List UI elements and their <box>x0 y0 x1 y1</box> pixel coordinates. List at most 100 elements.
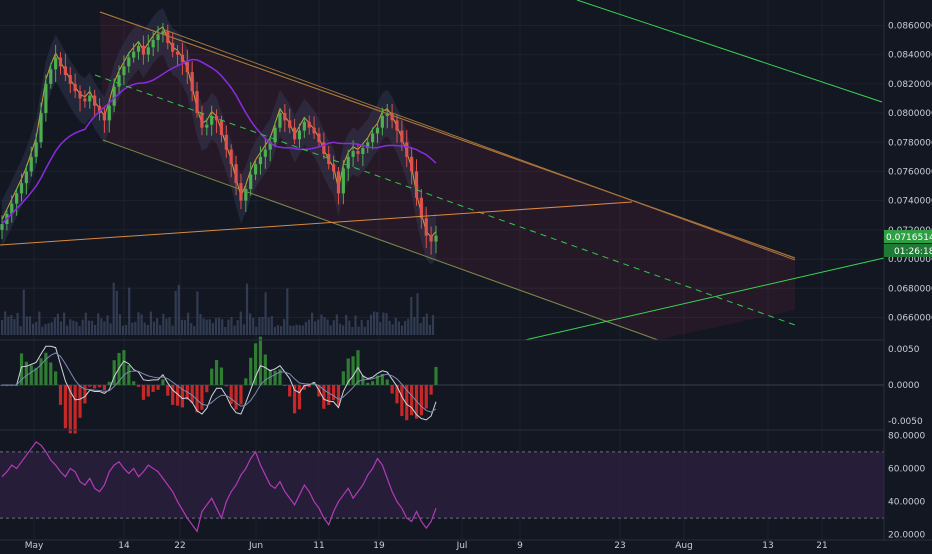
volume-bar <box>276 325 280 335</box>
volume-bar <box>41 326 44 335</box>
macd-histogram-bar <box>263 354 267 385</box>
candle-body <box>117 75 121 87</box>
candle-body <box>346 156 350 169</box>
volume-bar <box>332 320 335 335</box>
macd-histogram-bar <box>151 385 155 392</box>
drawing-shapes <box>100 14 795 340</box>
candle-body <box>410 156 414 172</box>
macd-histogram-bar <box>327 385 331 406</box>
volume-bar <box>66 325 69 335</box>
volume-bar <box>311 312 314 335</box>
volume-bar <box>56 313 59 335</box>
volume-bar <box>416 293 419 335</box>
macd-histogram-bar <box>112 360 116 385</box>
candle-body <box>190 72 194 92</box>
candle-body <box>200 113 204 128</box>
volume-bar <box>236 320 239 335</box>
candle-body <box>322 142 326 154</box>
candle-body <box>371 133 375 143</box>
x-tick-label: Aug <box>675 541 693 550</box>
volume-bar <box>382 312 385 335</box>
x-tick-label: 13 <box>762 541 773 550</box>
volume-bar <box>63 312 66 335</box>
volume-bar <box>211 323 214 335</box>
green-trend-line-top <box>576 0 883 103</box>
candle-body <box>15 193 19 204</box>
trend-lines <box>0 0 885 341</box>
x-tick-label: Jun <box>248 541 263 550</box>
macd-histogram-bar <box>24 361 28 385</box>
volume-bar <box>373 311 376 335</box>
green-trend-line-bottom <box>524 257 885 341</box>
macd-histogram-bar <box>239 385 243 405</box>
macd-histogram-bar <box>395 385 399 404</box>
volume-bar <box>304 322 307 335</box>
volume-bar <box>323 317 326 335</box>
volume-bar <box>326 319 329 335</box>
macd-histogram-bar <box>58 385 63 405</box>
macd-histogram-bar <box>253 343 258 385</box>
macd-histogram-bar <box>210 368 214 385</box>
volume-bar <box>208 319 211 335</box>
y-tick-label: 0.07600000 <box>888 167 932 177</box>
volume-bar <box>112 282 115 335</box>
volume-bar <box>363 326 366 335</box>
volume-bar <box>38 311 41 335</box>
volume-bar <box>261 316 264 335</box>
volume-bar <box>137 312 140 335</box>
candle-body <box>341 168 345 194</box>
macd-histogram-bar <box>341 371 345 385</box>
volume-bar <box>22 289 25 335</box>
candle-body <box>429 235 433 242</box>
volume-bar <box>342 325 345 335</box>
candle-body <box>49 69 53 84</box>
macd-histogram-bar <box>214 359 219 385</box>
y-tick-label: 0.07400000 <box>888 197 932 207</box>
volume-bar <box>404 320 407 335</box>
macd-histogram-bar <box>336 385 341 406</box>
volume-bar <box>202 318 205 335</box>
volume-bar <box>69 319 72 335</box>
volume-bar <box>193 326 196 335</box>
volume-bar <box>183 319 187 335</box>
macd-histogram-bar <box>297 385 302 410</box>
volume-bar <box>121 325 125 335</box>
candle-body <box>292 127 297 140</box>
volume-bar <box>97 313 100 335</box>
macd-histogram-bar <box>380 373 384 385</box>
macd-histogram-bar <box>195 385 199 413</box>
volume-bar <box>345 314 348 335</box>
macd-histogram-bar <box>322 385 326 409</box>
macd-histogram-bar <box>224 385 228 387</box>
candle-body <box>390 113 394 121</box>
volume-bar <box>196 291 199 335</box>
candle-body <box>385 113 389 116</box>
volume-bar <box>7 316 10 335</box>
macd-histogram-bar <box>424 385 428 409</box>
macd-histogram-bar <box>258 336 263 385</box>
volume-bar <box>286 288 289 335</box>
volume-bar <box>407 318 410 335</box>
candle-body <box>107 105 111 121</box>
macd-histogram-bar <box>385 379 389 385</box>
macd-histogram-bar <box>200 385 204 410</box>
volume-bar <box>44 324 47 335</box>
rsi-line <box>1 441 437 533</box>
volume-bar <box>221 319 224 335</box>
candle-body <box>297 130 302 140</box>
candle-body <box>224 134 228 150</box>
volume-bar <box>329 325 332 335</box>
channel-upper-line-2 <box>164 29 796 261</box>
macd-histogram-bar <box>375 375 380 385</box>
candle-body <box>10 203 14 214</box>
volume-bar <box>115 290 118 335</box>
macd-histogram-bar <box>156 385 160 390</box>
macd-histogram-bar <box>229 385 233 404</box>
volume-bar <box>400 325 404 335</box>
volume-bar <box>149 311 152 335</box>
volume-bar <box>109 323 112 335</box>
macd-histogram-bar <box>49 362 53 385</box>
macd-histogram-bar <box>88 385 92 387</box>
